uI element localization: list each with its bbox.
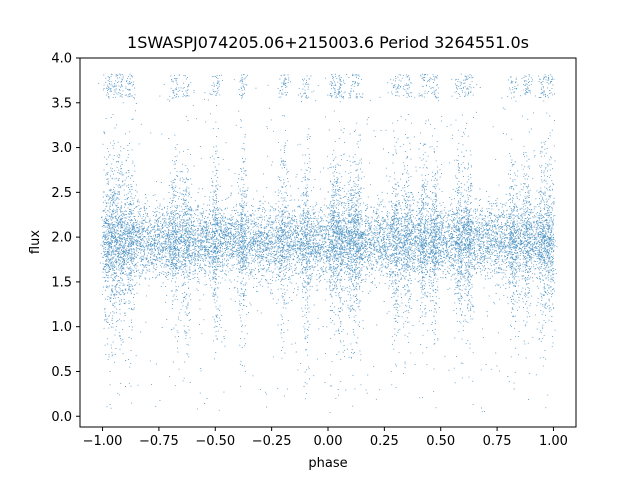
x-tick-label: 0.50: [426, 434, 455, 449]
x-axis: −1.00 −0.75 −0.50 −0.25 0.00 0.25 0.50 0.75 1.00: [83, 427, 568, 449]
y-tick-label: 2.5: [51, 186, 72, 201]
data-points: [98, 73, 558, 413]
x-tick-label: −0.25: [252, 434, 292, 449]
x-tick-label: −0.50: [195, 434, 235, 449]
x-axis-label: phase: [308, 456, 347, 471]
y-axis-label: flux: [28, 230, 43, 254]
y-tick-label: 3.0: [51, 141, 72, 156]
x-tick-label: −0.75: [139, 434, 179, 449]
x-tick-label: 1.00: [539, 434, 568, 449]
chart-title: 1SWASPJ074205.06+215003.6 Period 3264551…: [127, 33, 529, 52]
x-tick-label: 0.25: [370, 434, 399, 449]
y-tick-label: 0.5: [51, 365, 72, 380]
scatter-points: [98, 73, 558, 413]
y-tick-label: 4.0: [51, 52, 72, 67]
y-tick-label: 3.5: [51, 96, 72, 111]
y-tick-label: 2.0: [51, 231, 72, 246]
x-tick-label: 0.75: [483, 434, 512, 449]
y-axis: 0.0 0.5 1.0 1.5 2.0 2.5 3.0 3.5 4.0: [51, 52, 80, 425]
y-tick-label: 1.0: [51, 320, 72, 335]
y-tick-label: 1.5: [51, 275, 72, 290]
x-tick-label: −1.00: [83, 434, 123, 449]
x-tick-label: 0.00: [314, 434, 343, 449]
y-tick-label: 0.0: [51, 410, 72, 425]
